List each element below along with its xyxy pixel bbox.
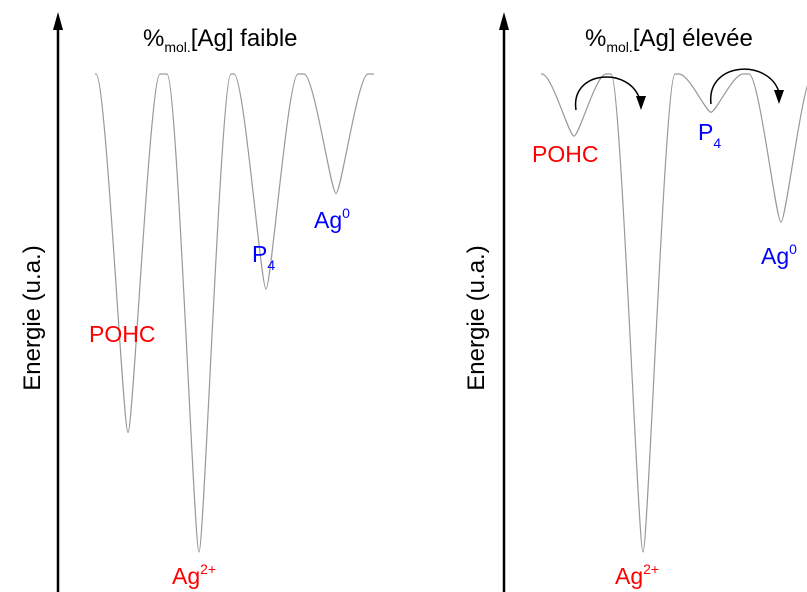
well-label-ag2plus: Ag2+ (172, 561, 216, 589)
panel-title-right: %mol.[Ag] élevée (585, 25, 753, 55)
well-label-ag0: Ag0 (314, 205, 350, 233)
transfer-arrow-pohc-to-ag2plus (575, 76, 641, 111)
y-axis-label-left: Energie (u.a.) (19, 245, 46, 390)
well-label-pohc: POHC (532, 141, 598, 167)
panel-title-left: %mol.[Ag] faible (143, 25, 298, 55)
energy-curve-right (541, 73, 807, 553)
y-axis-label-right: Energie (u.a.) (463, 245, 490, 390)
well-label-ag2plus: Ag2+ (615, 561, 659, 589)
well-label-ag0: Ag0 (761, 241, 797, 269)
energy-curve-left (95, 73, 374, 553)
transfer-arrowhead-2 (774, 90, 784, 104)
well-label-p4: P4 (252, 241, 275, 273)
transfer-arrow-p4-to-ag0 (710, 68, 780, 105)
well-label-p4: P4 (698, 119, 721, 151)
y-axis-arrowhead-right (499, 12, 509, 30)
transfer-arrowhead-1 (636, 96, 646, 110)
panel-left: Energie (u.a.) %mol.[Ag] faible POHC Ag2… (19, 12, 374, 592)
panel-right: Energie (u.a.) %mol.[Ag] élevée POHC Ag2… (463, 12, 807, 592)
y-axis-arrowhead-left (53, 12, 63, 30)
well-label-pohc: POHC (89, 321, 155, 347)
